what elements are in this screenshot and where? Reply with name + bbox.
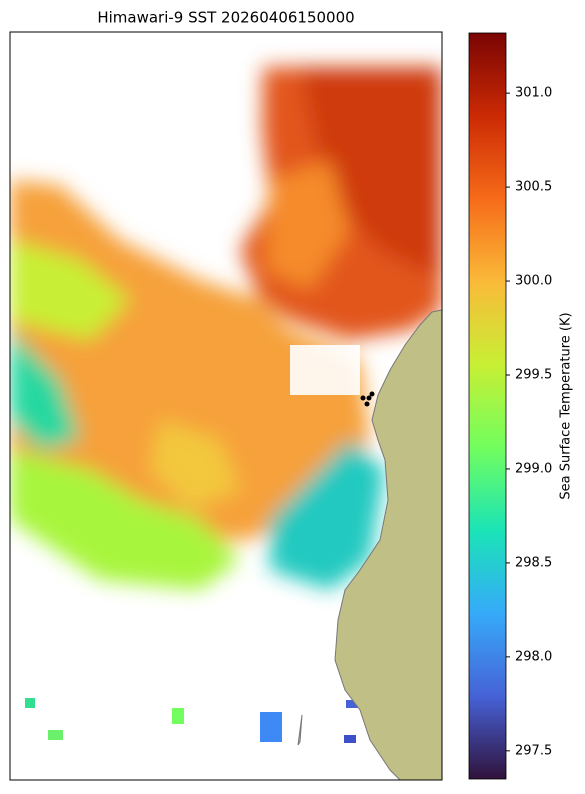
colorbar-tick-label: 300.0: [515, 274, 552, 289]
colorbar-tick-label: 297.5: [515, 743, 552, 758]
colorbar-tick-label: 298.0: [515, 649, 552, 664]
colorbar-tick-label: 301.0: [515, 86, 552, 101]
colorbar-label: Sea Surface Temperature (K): [559, 312, 574, 499]
colorbar-tick-label: 299.5: [515, 367, 552, 382]
sst-field: [10, 32, 442, 780]
colorbar-tick-label: 300.5: [515, 180, 552, 195]
colorbar-tick-label: 298.5: [515, 555, 552, 570]
chart-title: Himawari-9 SST 20260406150000: [97, 9, 354, 27]
map-frame: [9, 31, 443, 781]
colorbar: [468, 32, 507, 780]
colorbar-tick-label: 299.0: [515, 461, 552, 476]
